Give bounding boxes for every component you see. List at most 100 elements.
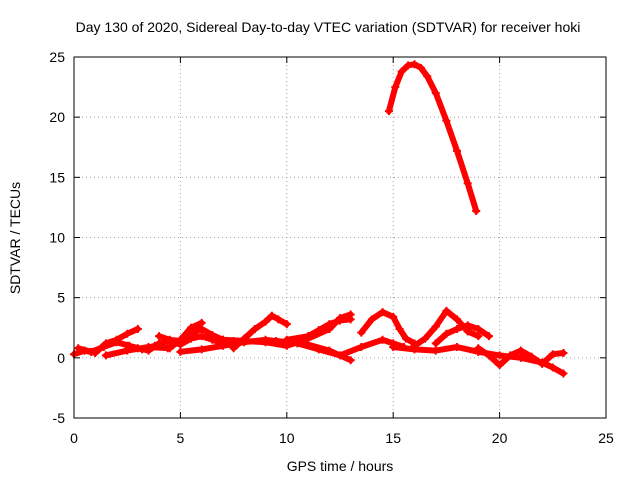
data-point — [314, 345, 323, 354]
data-point — [431, 89, 440, 98]
data-point — [410, 345, 419, 354]
data-point — [218, 335, 227, 344]
data-point — [474, 344, 483, 353]
data-point — [155, 332, 164, 341]
data-point — [431, 322, 440, 331]
data-point — [538, 359, 547, 368]
grid-lines — [74, 57, 606, 418]
data-point — [357, 328, 366, 337]
data-point — [123, 329, 132, 338]
data-point — [336, 351, 344, 360]
data-point — [176, 347, 185, 356]
data-point — [410, 60, 419, 69]
data-point — [463, 321, 472, 330]
data-point — [99, 343, 108, 352]
data-point — [472, 207, 481, 216]
data-point — [346, 356, 355, 365]
data-point — [389, 343, 398, 352]
x-tick-label: 10 — [279, 430, 295, 446]
data-point — [261, 317, 270, 326]
data-point — [527, 352, 536, 361]
data-point — [133, 344, 142, 353]
data-point — [397, 67, 406, 76]
data-point — [391, 83, 400, 92]
data-point — [484, 351, 493, 360]
x-axis-label: GPS time / hours — [287, 458, 394, 474]
data-point — [197, 345, 206, 354]
data-point — [274, 315, 283, 324]
data-point — [165, 344, 174, 353]
data-point — [87, 347, 96, 356]
data-point — [267, 311, 276, 320]
data-point — [548, 363, 557, 372]
data-point — [404, 61, 413, 70]
data-point — [495, 361, 504, 370]
data-point — [384, 107, 393, 116]
data-point — [272, 336, 281, 345]
data-point — [484, 332, 493, 341]
data-point — [155, 339, 164, 348]
data-points — [70, 60, 568, 378]
data-point — [416, 63, 425, 72]
data-point — [74, 344, 83, 353]
data-point — [282, 335, 291, 344]
data-point — [144, 346, 153, 355]
x-tick-label: 0 — [70, 430, 78, 446]
x-tick-label: 5 — [177, 430, 185, 446]
series-trace — [432, 322, 492, 347]
y-tick-label: 5 — [57, 290, 65, 306]
data-point — [282, 320, 291, 329]
data-point — [176, 336, 185, 345]
data-point — [474, 332, 483, 341]
data-point — [559, 349, 568, 358]
x-tick-label: 20 — [492, 430, 508, 446]
data-point — [197, 332, 206, 341]
data-point — [208, 330, 217, 339]
data-point — [378, 335, 387, 344]
data-point — [516, 346, 525, 355]
data-point — [325, 320, 334, 329]
data-point — [431, 339, 440, 348]
data-point — [463, 179, 472, 188]
x-tick-label: 25 — [598, 430, 614, 446]
data-point — [240, 336, 249, 345]
data-point — [453, 343, 462, 352]
data-point — [423, 72, 432, 81]
data-point — [123, 341, 132, 350]
data-point — [516, 353, 525, 362]
y-tick-label: 0 — [57, 350, 65, 366]
data-point — [229, 344, 238, 353]
y-tick-label: 25 — [49, 49, 65, 65]
data-point — [506, 351, 515, 360]
data-point — [314, 326, 323, 335]
y-tick-label: -5 — [53, 410, 66, 426]
data-point — [101, 351, 110, 360]
data-point — [187, 329, 196, 338]
data-point — [421, 334, 430, 343]
y-tick-label: 10 — [49, 230, 65, 246]
data-point — [495, 351, 504, 360]
data-point — [453, 324, 462, 333]
x-tick-label: 15 — [385, 430, 401, 446]
data-point — [112, 338, 121, 347]
data-point — [389, 312, 398, 321]
data-point — [165, 335, 174, 344]
series-sat-k — [357, 308, 419, 348]
data-point — [367, 315, 376, 324]
data-point — [304, 332, 313, 341]
data-point — [378, 308, 387, 317]
y-tick-label: 15 — [49, 169, 65, 185]
y-axis-label: SDTVAR / TECUs — [7, 182, 23, 294]
data-point — [250, 324, 259, 333]
data-point — [474, 324, 483, 333]
data-point — [559, 369, 568, 378]
series-sat-j — [282, 315, 355, 344]
chart-title: Day 130 of 2020, Sidereal Day-to-day VTE… — [76, 19, 581, 35]
series-trace — [385, 61, 480, 214]
data-point — [336, 316, 344, 325]
data-point — [453, 315, 462, 324]
data-point — [548, 350, 557, 359]
data-point — [442, 306, 451, 315]
data-point — [261, 338, 270, 347]
